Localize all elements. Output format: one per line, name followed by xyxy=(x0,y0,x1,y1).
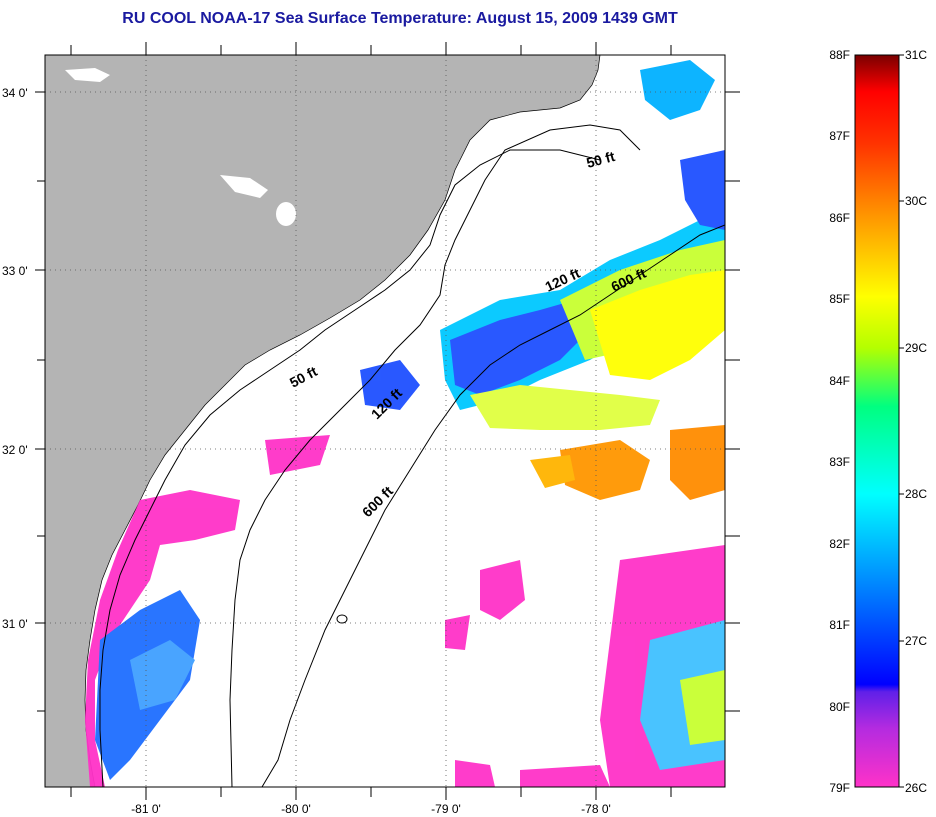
colorbar-f-label: 86F xyxy=(829,211,850,225)
colorbar-f-label: 79F xyxy=(829,781,850,795)
colorbar-ticks xyxy=(899,54,904,788)
isobath-120 xyxy=(229,124,641,787)
isobath-label: 50 ft xyxy=(585,148,617,171)
isobath-closed-contour xyxy=(336,614,348,624)
colorbar-f-label: 85F xyxy=(829,292,850,306)
isobath-600 xyxy=(261,224,725,787)
sst-patches xyxy=(85,60,725,787)
colorbar-f-labels: 88F 87F 86F 85F 84F 83F 82F 81F 80F 79F xyxy=(829,48,850,795)
land-mass xyxy=(45,55,601,787)
chart-title: RU COOL NOAA-17 Sea Surface Temperature:… xyxy=(122,10,678,27)
colorbar-c-label: 29C xyxy=(905,341,927,355)
lon-tick-label: -80 0' xyxy=(281,802,311,816)
colorbar: 88F 87F 86F 85F 84F 83F 82F 81F 80F 79F … xyxy=(829,48,927,795)
inland-lake xyxy=(220,175,268,198)
colorbar-c-label: 30C xyxy=(905,194,927,208)
map-frame xyxy=(44,54,726,788)
graticule xyxy=(45,55,725,787)
colorbar-f-label: 82F xyxy=(829,537,850,551)
colorbar-f-label: 84F xyxy=(829,374,850,388)
lat-tick-label: 32 0' xyxy=(2,443,28,457)
colorbar-c-label: 26C xyxy=(905,781,927,795)
colorbar-f-label: 81F xyxy=(829,618,850,632)
colorbar-f-label: 88F xyxy=(829,48,850,62)
lat-tick-label: 33 0' xyxy=(2,264,28,278)
colorbar-gradient xyxy=(854,54,900,788)
colorbar-f-label: 87F xyxy=(829,129,850,143)
lon-tick-label: -78 0' xyxy=(581,802,611,816)
colorbar-c-labels: 31C 30C 29C 28C 27C 26C xyxy=(905,48,927,795)
colorbar-c-label: 27C xyxy=(905,634,927,648)
colorbar-f-label: 80F xyxy=(829,700,850,714)
lat-tick-label: 34 0' xyxy=(2,86,28,100)
isobath-50 xyxy=(99,149,601,787)
inland-lake xyxy=(65,68,110,82)
lon-tick-label: -79 0' xyxy=(431,802,461,816)
colorbar-c-label: 28C xyxy=(905,487,927,501)
lat-tick-label: 31 0' xyxy=(2,617,28,631)
axis-ticks xyxy=(35,42,740,800)
lon-tick-label: -81 0' xyxy=(131,802,161,816)
colorbar-c-label: 31C xyxy=(905,48,927,62)
isobath-lines xyxy=(99,124,725,787)
inland-lake xyxy=(276,202,296,226)
colorbar-f-label: 83F xyxy=(829,455,850,469)
